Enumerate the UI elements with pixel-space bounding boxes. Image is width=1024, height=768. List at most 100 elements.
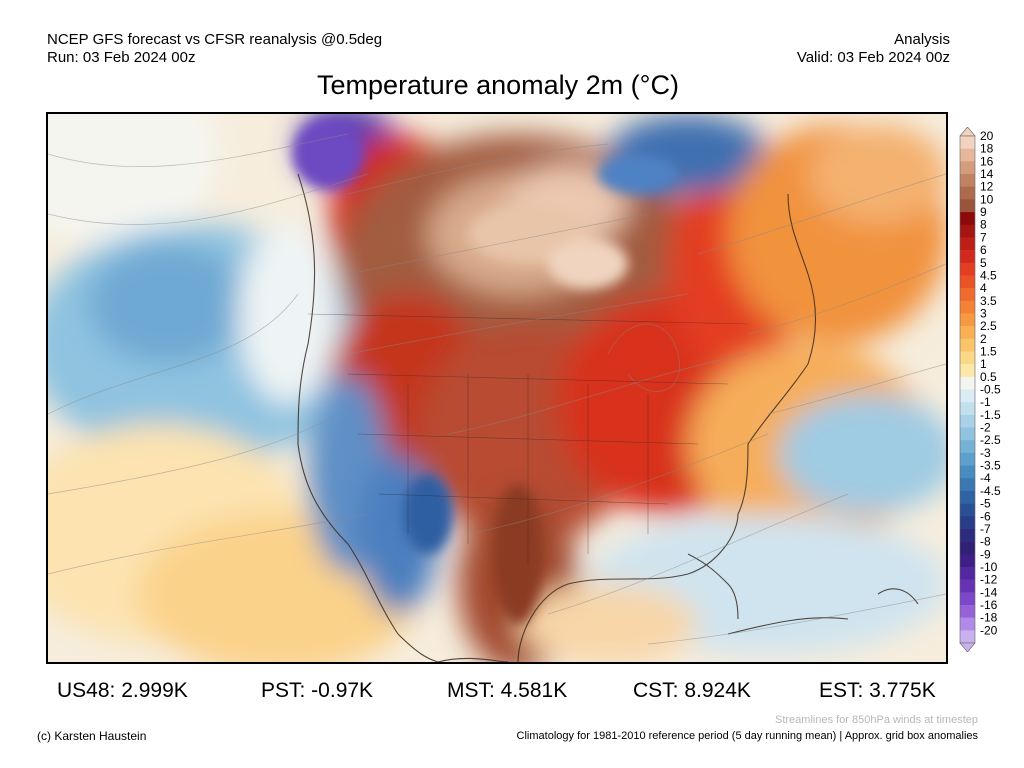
colorbar-swatch <box>960 212 975 226</box>
colorbar-label: -1.5 <box>980 408 1001 422</box>
anomaly-map-canvas <box>48 114 946 662</box>
colorbar-swatch <box>960 186 975 200</box>
colorbar-swatch <box>960 136 975 149</box>
colorbar-swatch <box>960 541 975 555</box>
anomaly-field <box>48 114 946 662</box>
colorbar-swatch <box>960 579 975 593</box>
colorbar-label: -16 <box>980 598 998 612</box>
colorbar-label: -3.5 <box>980 459 1001 473</box>
colorbar-swatch <box>960 174 975 187</box>
stat-est: EST: 3.775K <box>819 679 936 702</box>
colorbar-swatch <box>960 275 975 289</box>
colorbar-swatch <box>960 592 975 606</box>
coastlines <box>297 173 919 662</box>
colorbar-label: -4.5 <box>980 484 1001 498</box>
colorbar-swatch <box>960 262 975 276</box>
colorbar-swatch <box>960 376 975 390</box>
colorbar-swatch <box>960 503 975 517</box>
colorbar-swatch <box>960 630 975 644</box>
borders <box>307 313 749 564</box>
streamlines <box>48 133 946 645</box>
colorbar-label: -4 <box>980 471 991 485</box>
colorbar-label: 4 <box>980 281 987 295</box>
streamlines-note: Streamlines for 850hPa winds at timestep <box>775 714 978 726</box>
header-left: NCEP GFS forecast vs CFSR reanalysis @0.… <box>47 31 382 67</box>
climatology-note: Climatology for 1981-2010 reference peri… <box>516 730 978 742</box>
colorbar-label: 8 <box>980 218 987 232</box>
colorbar-label: -20 <box>980 623 998 637</box>
colorbar-label: -10 <box>980 560 998 574</box>
colorbar-swatch <box>960 440 975 454</box>
colorbar-swatch <box>960 300 975 314</box>
colorbar-label: 3.5 <box>980 294 997 308</box>
colorbar-label: -18 <box>980 611 998 625</box>
colorbar-label: 5 <box>980 256 987 270</box>
stat-cst: CST: 8.924K <box>633 679 751 702</box>
stat-us48: US48: 2.999K <box>57 679 188 702</box>
colorbar-label: 1 <box>980 357 987 371</box>
colorbar-swatch <box>960 288 975 302</box>
colorbar-label: -9 <box>980 547 991 561</box>
colorbar-swatch <box>960 326 975 340</box>
colorbar-label: 4.5 <box>980 268 997 282</box>
colorbar-label: -1 <box>980 395 991 409</box>
run-time: Run: 03 Feb 2024 00z <box>47 49 196 66</box>
analysis-label: Analysis <box>894 31 950 48</box>
colorbar-label: 16 <box>980 154 994 168</box>
model-description: NCEP GFS forecast vs CFSR reanalysis @0.… <box>47 31 383 48</box>
colorbar-swatch <box>960 250 975 264</box>
colorbar-swatch <box>960 566 975 580</box>
colorbar-label: 20 <box>980 129 994 143</box>
colorbar-swatch <box>960 364 975 378</box>
colorbar-label: 0.5 <box>980 370 997 384</box>
colorbar-swatch <box>960 528 975 542</box>
colorbar-swatch <box>960 402 975 416</box>
regional-stats: US48: 2.999K PST: -0.97K MST: 4.581K CST… <box>0 679 1024 707</box>
colorbar-label: -2.5 <box>980 433 1001 447</box>
header-right: Analysis Valid: 03 Feb 2024 00z <box>797 31 950 67</box>
colorbar-swatch <box>960 617 975 631</box>
colorbar-swatch <box>960 554 975 568</box>
colorbar-swatch <box>960 224 975 238</box>
colorbar-label: -0.5 <box>980 383 1001 397</box>
colorbar-swatch <box>960 338 975 352</box>
colorbar-label: -2 <box>980 421 991 435</box>
colorbar-label: 2 <box>980 332 987 346</box>
colorbar-swatch <box>960 465 975 479</box>
colorbar-swatch <box>960 199 975 213</box>
colorbar-label: 1.5 <box>980 344 997 358</box>
colorbar-label: -6 <box>980 509 991 523</box>
colorbar-arrow-up <box>959 127 976 137</box>
colorbar-label: 7 <box>980 230 987 244</box>
colorbar-swatch <box>960 452 975 466</box>
colorbar-swatch <box>960 351 975 365</box>
colorbar-swatch <box>960 427 975 441</box>
colorbar-label: -3 <box>980 446 991 460</box>
anomaly-map <box>46 112 948 664</box>
colorbar-swatch <box>960 414 975 428</box>
colorbar-label: 3 <box>980 306 987 320</box>
colorbar-label: 10 <box>980 192 994 206</box>
colorbar-swatch <box>960 604 975 618</box>
colorbar-label: 9 <box>980 205 987 219</box>
colorbar-swatch <box>960 478 975 492</box>
colorbar-swatch <box>960 490 975 504</box>
colorbar: 201816141210987654.543.532.521.510.5-0.5… <box>959 127 1001 652</box>
colorbar-swatch <box>960 237 975 251</box>
colorbar-label: 14 <box>980 167 994 181</box>
stat-mst: MST: 4.581K <box>447 679 568 702</box>
colorbar-label: -5 <box>980 497 991 511</box>
colorbar-swatch <box>960 516 975 530</box>
colorbar-swatch <box>960 161 975 175</box>
colorbar-swatch <box>960 389 975 403</box>
colorbar-label: -8 <box>980 535 991 549</box>
colorbar-label: 2.5 <box>980 319 997 333</box>
map-title: Temperature anomaly 2m (°C) <box>317 70 679 100</box>
colorbar-swatch <box>960 313 975 327</box>
colorbar-arrow-down <box>959 642 976 652</box>
colorbar-label: 18 <box>980 142 994 156</box>
colorbar-label: 12 <box>980 180 994 194</box>
colorbar-label: -12 <box>980 573 998 587</box>
colorbar-swatch <box>960 148 975 162</box>
valid-time: Valid: 03 Feb 2024 00z <box>796 49 950 66</box>
